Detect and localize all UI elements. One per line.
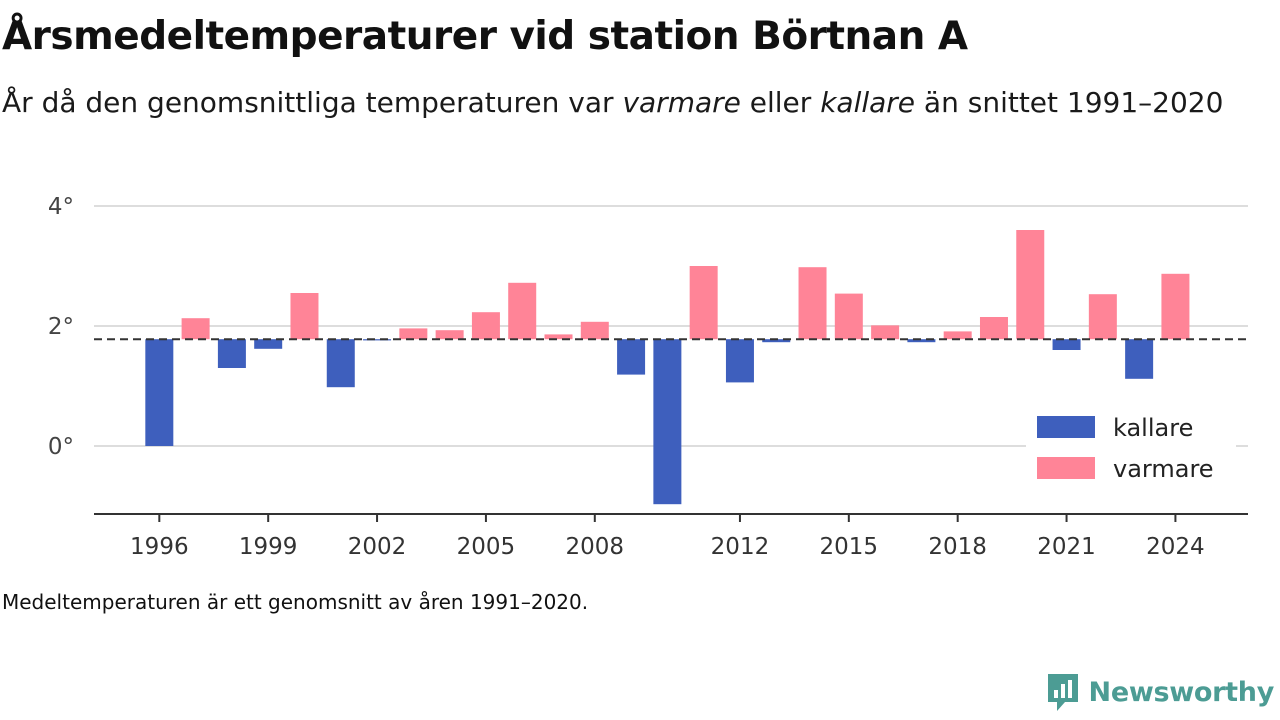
- subtitle-text-2: eller: [740, 86, 821, 119]
- bar-warm: [471, 312, 500, 340]
- y-tick-label: 2°: [48, 314, 74, 340]
- bar-cold: [762, 339, 791, 343]
- legend-label-warm: varmare: [1113, 455, 1214, 483]
- bar-cold: [907, 339, 936, 343]
- x-tick-label: 2021: [1037, 534, 1096, 560]
- x-tick-label: 2018: [928, 534, 987, 560]
- bar-warm: [689, 266, 718, 340]
- bar-warm: [508, 282, 537, 340]
- bar-cold: [145, 339, 174, 446]
- bar-warm: [290, 293, 319, 340]
- bar-warm: [1161, 273, 1190, 340]
- newsworthy-logo: Newsworthy: [1045, 670, 1274, 714]
- subtitle-warm-word: varmare: [622, 86, 741, 119]
- bar-warm: [399, 328, 428, 340]
- x-tick-label: 2002: [348, 534, 407, 560]
- bar-cold: [363, 339, 392, 341]
- subtitle-cold-word: kallare: [820, 86, 916, 119]
- legend-swatch-cold: [1037, 416, 1095, 438]
- legend-swatch-warm: [1037, 457, 1095, 479]
- bar-warm: [580, 321, 609, 340]
- x-tick-label: 1996: [130, 534, 189, 560]
- legend-label-cold: kallare: [1113, 414, 1193, 442]
- newsworthy-logo-icon: [1047, 674, 1078, 711]
- bar-cold: [326, 339, 355, 388]
- bar-warm: [871, 325, 900, 340]
- bar-chart: 0° 2° 4° 1996 1999 2002 2005 2008 2012 2015 2018 20…: [48, 194, 1248, 560]
- bar-warm: [181, 318, 210, 340]
- subtitle-text-3: än snittet 1991–2020: [915, 86, 1224, 119]
- bar-warm: [544, 334, 573, 340]
- footnote: Medeltemperaturen är ett genomsnitt av å…: [2, 590, 589, 614]
- x-tick-label: 2008: [566, 534, 625, 560]
- chart-title: Årsmedeltemperaturer vid station Börtnan…: [2, 14, 968, 59]
- y-tick-label: 4°: [48, 194, 74, 220]
- newsworthy-logo-text: Newsworthy: [1088, 676, 1275, 708]
- bar-cold: [653, 339, 682, 505]
- bar-cold: [617, 339, 646, 375]
- bar-warm: [798, 267, 827, 340]
- bar-warm: [1088, 294, 1117, 340]
- bar-warm: [834, 293, 863, 340]
- bar-warm: [435, 330, 464, 340]
- bar-warm: [979, 317, 1008, 340]
- x-tick-label: 1999: [239, 534, 298, 560]
- x-tick-label: 2005: [457, 534, 516, 560]
- bar-cold: [725, 339, 754, 383]
- bar-warm: [943, 331, 972, 340]
- x-tick-label: 2015: [820, 534, 879, 560]
- bar-cold: [1052, 339, 1081, 350]
- x-tick-label: 2012: [711, 534, 770, 560]
- y-tick-label: 0°: [48, 434, 74, 460]
- bar-cold: [254, 339, 283, 349]
- bar-cold: [1125, 339, 1154, 379]
- bar-warm: [1016, 230, 1045, 340]
- x-tick-label: 2024: [1146, 534, 1205, 560]
- subtitle-text-1: År då den genomsnittliga temperaturen va…: [2, 86, 623, 119]
- chart-subtitle: År då den genomsnittliga temperaturen va…: [2, 82, 1242, 124]
- bar-cold: [217, 339, 246, 368]
